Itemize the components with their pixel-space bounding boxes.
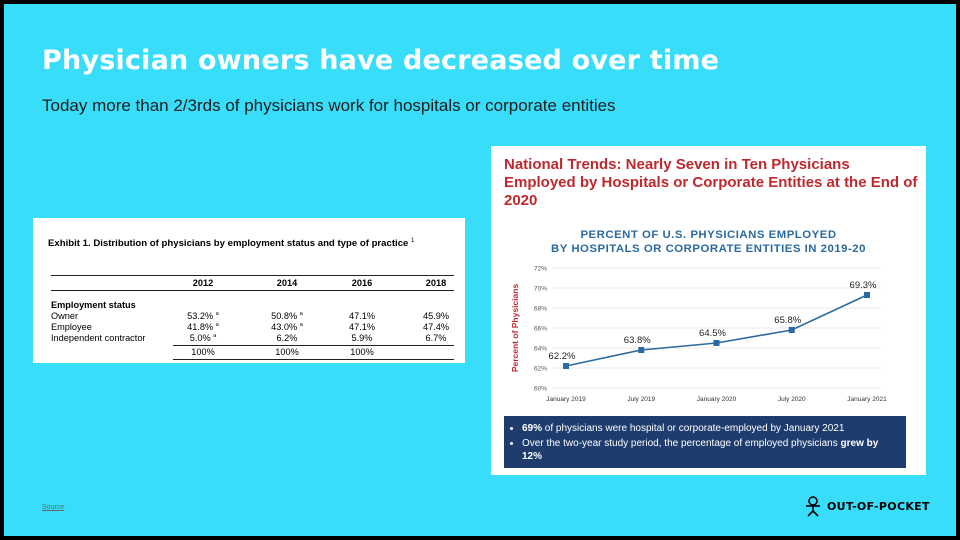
logo-text: OUT-OF-POCKET [827,499,930,513]
total-cell: 100% [350,347,374,357]
year-header: 2016 [351,278,373,288]
slide-subtitle: Today more than 2/3rds of physicians wor… [42,96,616,115]
chart-headline: National Trends: Nearly Seven in Ten Phy… [504,156,918,209]
mascot-icon [806,496,820,517]
chart-title-line: PERCENT OF U.S. PHYSICIANS EMPLOYED [580,229,837,241]
exhibit-table-image: Exhibit 1. Distribution of physicians by… [33,218,465,363]
cell-mark: a [213,333,217,339]
table-cell: 6.7% [425,333,447,343]
table-cell: 47.4% [422,322,450,332]
bottom-rule [173,359,454,360]
finding-item: Over the two-year study period, the perc… [522,437,898,463]
y-tick-label: 66% [534,326,547,333]
row-label: Independent contractor [51,333,146,343]
table-cell: 41.8% a [173,322,233,332]
slide: Physician owners have decreased over tim… [4,4,956,536]
data-point [563,363,569,369]
y-tick-label: 62% [534,366,547,373]
row-label: Employee [51,322,92,332]
table-cell: 43.0% a [257,322,317,332]
table-cell: 53.2% a [173,311,233,321]
cell-value: 50.8% [271,311,298,322]
finding-bold: 69% [522,423,543,434]
data-point [864,292,870,298]
year-header: 2012 [192,278,214,288]
data-label: 62.2% [549,351,576,362]
y-tick-label: 70% [534,286,547,293]
total-rule [173,345,454,346]
year-header: 2018 [425,278,447,288]
exhibit-footnote-mark: 1 [411,238,415,244]
x-tick-label: July 2019 [627,396,655,403]
chart-title-line: BY HOSPITALS OR CORPORATE ENTITIES IN 20… [551,243,866,255]
y-axis-label: Percent of Physicians [510,284,520,373]
section-label: Employment status [51,300,136,310]
data-label: 64.5% [699,328,726,339]
row-label: Owner [51,311,79,321]
table-cell: 47.1% [348,322,376,332]
y-tick-label: 68% [534,306,547,313]
data-point [788,327,795,333]
data-label: 69.3% [850,280,877,291]
line-chart: 60% 62% 64% 66% 68% 70% 72% Percent of Physicia… [510,266,887,404]
table-cell: 5.0% a [173,333,233,343]
finding-text: Over the two-year study period, the perc… [522,438,841,449]
cell-value: 53.2% [187,311,214,322]
finding-text: of physicians were hospital or corporate… [542,423,845,434]
table-cell: 47.1% [348,311,376,321]
cell-mark: a [299,322,303,328]
cell-value: 41.8% [187,322,214,333]
cell-value: 5.0% [189,333,211,344]
total-cell: 100% [191,347,215,357]
table-cell: 45.9% [422,311,450,321]
data-point [713,340,720,346]
finding-item: 69% of physicians were hospital or corpo… [522,422,898,435]
finding-bold: grew by 12% [522,438,879,462]
source-link[interactable]: Source [42,504,65,511]
y-tick-label: 72% [534,266,547,273]
x-tick-label: July 2020 [778,396,806,403]
data-label: 63.8% [624,335,651,346]
y-tick-label: 64% [534,346,547,353]
exhibit-title: Exhibit 1. Distribution of physicians by… [48,238,414,249]
y-tick-label: 60% [534,386,547,393]
cell-mark: a [299,311,303,317]
cell-mark: a [215,322,219,328]
x-tick-label: January 2019 [546,396,586,403]
table-cell: 6.2% [276,333,298,343]
data-point [638,347,645,353]
table-cell: 5.9% [351,333,373,343]
slide-title: Physician owners have decreased over tim… [42,45,720,76]
exhibit-title-text: Exhibit 1. Distribution of physicians by… [48,238,409,250]
cell-value: 43.0% [271,322,298,333]
out-of-pocket-logo: OUT-OF-POCKET [802,494,930,518]
x-tick-label: January 2021 [847,396,887,403]
chart-title: PERCENT OF U.S. PHYSICIANS EMPLOYED BY H… [491,228,926,256]
key-findings-box: 69% of physicians were hospital or corpo… [504,416,906,468]
trend-chart-image: National Trends: Nearly Seven in Ten Phy… [491,146,926,475]
data-label: 65.8% [774,315,801,326]
table-header: 2012 2014 2016 2018 [51,275,454,291]
table-cell: 50.8% a [257,311,317,321]
total-cell: 100% [275,347,299,357]
cell-mark: a [215,311,219,317]
year-header: 2014 [276,278,298,288]
x-tick-label: January 2020 [697,396,737,403]
